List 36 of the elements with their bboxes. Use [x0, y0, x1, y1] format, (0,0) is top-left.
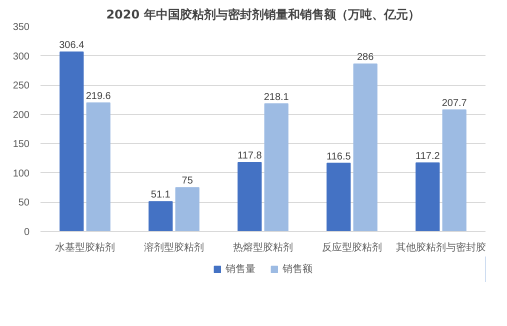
x-tick-label: 水基型胶粘剂 — [55, 242, 115, 254]
bar — [353, 63, 378, 232]
bar — [60, 52, 84, 232]
bar — [148, 201, 173, 232]
bar — [264, 103, 288, 232]
legend-label: 销售量 — [226, 263, 256, 276]
data-label: 218.1 — [264, 92, 290, 103]
bar — [175, 187, 200, 232]
legend-label: 销售额 — [282, 262, 312, 276]
x-tick-label: 热熔型胶粘剂 — [233, 242, 293, 254]
bar — [238, 162, 262, 232]
bar — [86, 102, 110, 232]
y-tick-label: 100 — [12, 168, 30, 180]
y-tick-label: 300 — [12, 51, 30, 62]
data-label: 51.1 — [150, 190, 171, 201]
bar — [442, 109, 466, 232]
data-label: 207.7 — [442, 98, 468, 109]
y-tick-label: 200 — [12, 110, 30, 121]
data-label: 219.6 — [86, 90, 112, 102]
y-tick-label: 350 — [12, 22, 30, 33]
data-label: 117.8 — [238, 150, 262, 162]
bar — [326, 162, 351, 232]
data-label: 286 — [357, 52, 374, 63]
data-label: 116.5 — [326, 151, 352, 162]
y-tick-label: 50 — [18, 198, 30, 209]
y-tick-label: 250 — [12, 80, 30, 92]
x-tick-label: 溶剂型胶粘剂 — [144, 242, 204, 254]
chart-title: 2020 年中国胶粘剂与密封剂销量和销售额（万吨、亿元） — [106, 8, 420, 22]
data-label: 117.2 — [416, 150, 440, 162]
x-tick-label: 反应型胶粘剂 — [322, 242, 382, 254]
x-tick-label: 其他胶粘剂与密封胶 — [396, 242, 486, 254]
data-label: 306.4 — [59, 40, 85, 52]
bar — [416, 162, 440, 232]
y-tick-label: 0 — [24, 227, 30, 238]
y-tick-label: 150 — [12, 139, 30, 150]
data-label: 75 — [182, 176, 194, 187]
